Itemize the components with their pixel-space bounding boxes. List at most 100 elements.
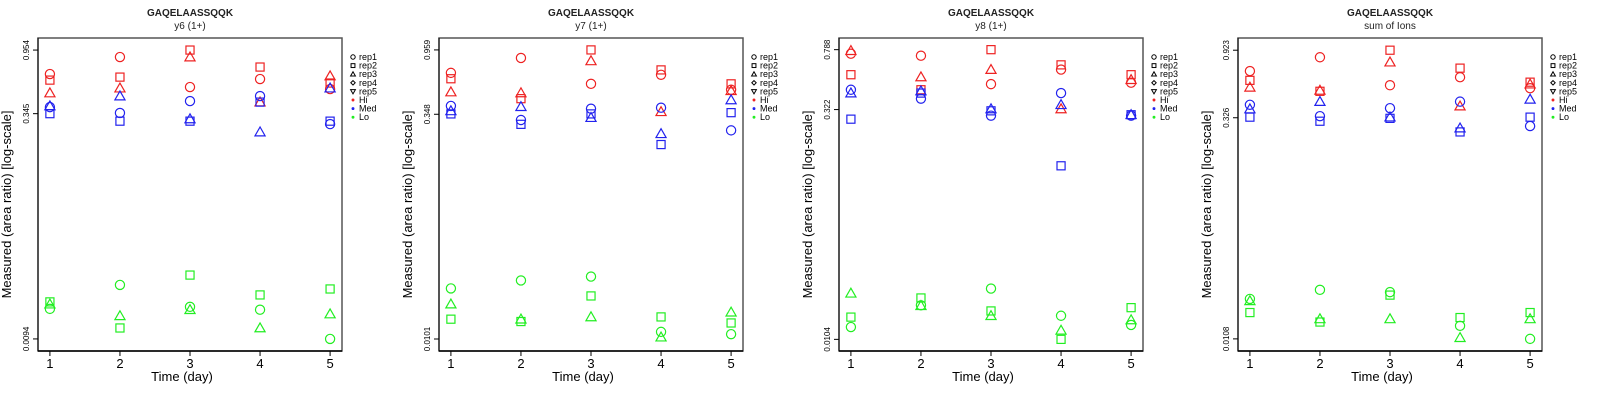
legend-lo-icon (1152, 115, 1156, 119)
x-tick-label: 4 (256, 356, 263, 371)
data-point-hi-rep1 (1055, 64, 1067, 75)
data-point-lo-rep2 (846, 312, 856, 322)
legend-label: rep4 (359, 78, 377, 88)
data-point-med-rep2 (656, 139, 666, 150)
y-tick-label: 0.322 (823, 99, 832, 120)
legend-label: rep5 (1160, 86, 1178, 96)
data-point-lo-rep1 (985, 283, 997, 294)
data-point-med-rep1 (44, 101, 56, 113)
chart-panel-4: GAQELAASSQQK sum of Ions 0.923 0.326 0.0108 1… (1199, 8, 1577, 384)
legend-rep4-icon (350, 79, 356, 86)
data-point-lo-rep1 (1055, 310, 1067, 321)
x-tick-label: 5 (1526, 356, 1533, 371)
data-point-med-rep3 (113, 89, 127, 101)
data-point-hi-rep2 (1126, 70, 1136, 80)
data-point-hi-rep1 (585, 78, 597, 90)
legend-rep2-icon (751, 63, 757, 69)
legend-rep5-icon (750, 89, 758, 95)
data-point-hi-rep1 (985, 78, 997, 90)
data-point-lo-rep1 (44, 303, 56, 315)
data-point-med-rep2 (115, 116, 125, 126)
data-point-med-rep1 (1314, 110, 1326, 122)
data-point-lo-rep2 (916, 293, 926, 303)
data-point-med-rep3 (253, 125, 267, 137)
data-point-med-rep3 (514, 100, 528, 112)
x-tick-label: 5 (1127, 356, 1134, 371)
y-axis-label: Measured (area ratio) [log-scale] (0, 111, 14, 299)
data-point-lo-rep3 (1453, 331, 1467, 343)
legend-rep1-icon (350, 54, 356, 60)
legend-rep4-icon (751, 79, 757, 86)
legend-label: Lo (1160, 112, 1170, 122)
chart-title: GAQELAASSQQK (548, 8, 635, 19)
data-point-med-rep3 (323, 81, 337, 93)
y-tick-label: 0.345 (22, 103, 31, 124)
data-point-hi-rep2 (846, 70, 856, 80)
data-point-hi-rep2 (726, 79, 736, 89)
data-point-lo-rep3 (984, 309, 998, 321)
y-axis-label: Measured (area ratio) [log-scale] (1199, 111, 1214, 299)
legend-label: rep5 (760, 86, 778, 96)
data-point-lo-rep2 (255, 290, 265, 300)
data-point-med-rep1 (985, 110, 997, 121)
data-point-med-rep1 (445, 100, 457, 112)
data-point-hi-rep2 (45, 75, 55, 85)
chart-title: GAQELAASSQQK (1347, 8, 1434, 19)
data-point-lo-rep2 (656, 312, 666, 322)
data-point-hi-rep1 (324, 83, 336, 95)
legend-hi-icon (1152, 98, 1156, 102)
plot-frame (838, 37, 1144, 352)
data-point-med-rep2 (586, 109, 596, 119)
data-point-lo-rep2 (726, 318, 736, 328)
legend-label: rep1 (760, 52, 778, 62)
data-point-hi-rep1 (1244, 65, 1256, 77)
data-point-med-rep3 (1523, 93, 1537, 104)
legend-label: rep1 (359, 52, 377, 62)
data-point-hi-rep2 (185, 45, 195, 55)
data-point-hi-rep3 (1523, 77, 1537, 89)
data-point-med-rep3 (984, 102, 998, 114)
legend-rep1-icon (1151, 54, 1157, 60)
data-point-lo-rep1 (1244, 293, 1256, 305)
data-point-med-rep1 (725, 125, 737, 136)
legend-rep2-icon (1151, 63, 1157, 69)
data-point-hi-rep3 (1453, 99, 1467, 111)
data-point-med-rep3 (1243, 102, 1257, 114)
x-tick-label: 2 (1316, 356, 1323, 371)
legend-label: Med (359, 104, 377, 114)
legend-med-icon (351, 107, 355, 111)
legend-label: rep3 (760, 69, 778, 79)
legend-label: rep2 (1559, 61, 1577, 71)
legend-rep3-icon (1150, 70, 1158, 77)
plot-frame (1237, 37, 1543, 352)
x-tick-label: 1 (447, 356, 454, 371)
data-point-lo-rep2 (1056, 334, 1066, 345)
data-point-lo-rep1 (1454, 320, 1466, 332)
data-point-lo-rep1 (324, 333, 336, 345)
data-point-lo-rep1 (445, 283, 457, 294)
legend-label: rep4 (1559, 78, 1577, 88)
legend-label: Lo (1559, 112, 1569, 122)
y-tick-label: 0.348 (423, 104, 432, 125)
data-point-med-rep2 (846, 114, 856, 124)
data-point-med-rep3 (844, 86, 858, 98)
data-point-lo-rep2 (45, 297, 55, 307)
data-point-lo-rep1 (725, 328, 737, 340)
x-tick-label: 1 (1246, 356, 1253, 371)
data-point-hi-rep3 (914, 70, 928, 82)
legend-rep1-icon (751, 54, 757, 60)
chart-subtitle: y6 (1+) (174, 21, 205, 32)
data-point-lo-rep3 (113, 309, 127, 321)
y-tick-label: 0.959 (423, 39, 432, 60)
chart-title: GAQELAASSQQK (147, 8, 234, 19)
y-tick-label: 0.954 (22, 40, 31, 61)
legend-rep5-icon (349, 89, 357, 95)
x-tick-label: 2 (517, 356, 524, 371)
data-point-lo-rep1 (1384, 286, 1396, 298)
data-point-lo-rep1 (1314, 284, 1326, 296)
data-point-lo-rep2 (115, 323, 125, 333)
y-axis-label: Measured (area ratio) [log-scale] (800, 111, 815, 299)
data-point-med-rep3 (584, 111, 598, 123)
data-point-med-rep1 (1055, 87, 1067, 99)
data-point-hi-rep2 (1245, 75, 1255, 86)
